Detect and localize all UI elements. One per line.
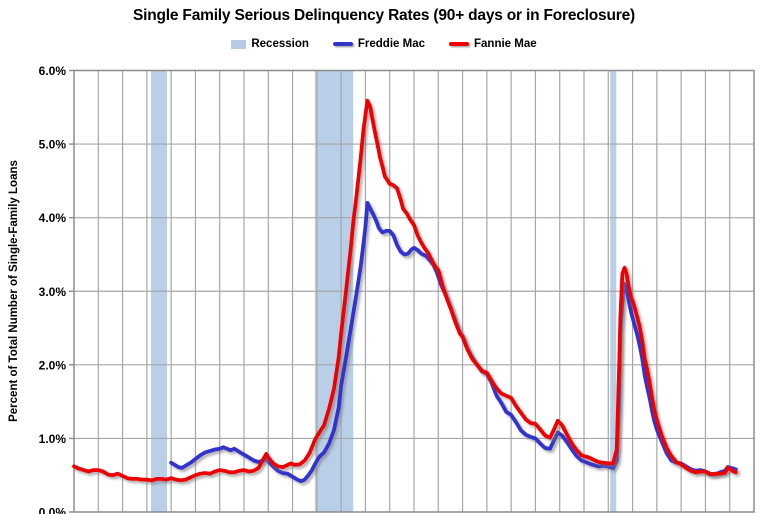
freddie-mac-line-swatch bbox=[332, 42, 353, 46]
y-tick-label: 6.0% bbox=[39, 64, 67, 78]
chart-title: Single Family Serious Delinquency Rates … bbox=[133, 7, 635, 24]
legend-item-recession: Recession bbox=[231, 38, 309, 50]
chart-legend: Recession Freddie Mac Fannie Mae bbox=[0, 36, 768, 52]
fannie-mae-line-swatch bbox=[449, 42, 469, 46]
recession-band-swatch bbox=[231, 39, 247, 49]
legend-label-recession: Recession bbox=[251, 38, 309, 50]
legend-label-fannie-mae: Fannie Mae bbox=[474, 38, 537, 50]
y-tick-label: 5.0% bbox=[39, 138, 67, 152]
legend-item-fannie-mae: Fannie Mae bbox=[449, 38, 537, 50]
series-line-fannie-mae bbox=[72, 98, 738, 483]
y-tick-label: 1.0% bbox=[39, 432, 67, 446]
series-line-freddie-mac bbox=[169, 200, 738, 484]
y-tick-label: 0.0% bbox=[39, 506, 67, 514]
y-tick-label: 3.0% bbox=[39, 285, 67, 299]
y-tick-label: 4.0% bbox=[39, 211, 67, 225]
legend-item-freddie-mac: Freddie Mac bbox=[332, 38, 425, 50]
y-tick-label: 2.0% bbox=[39, 358, 67, 372]
legend-label-freddie-mac: Freddie Mac bbox=[357, 38, 425, 50]
